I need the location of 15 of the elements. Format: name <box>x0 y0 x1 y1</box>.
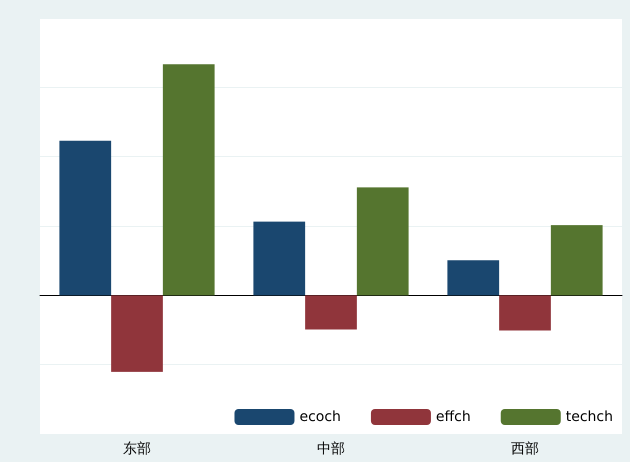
legend-label: effch <box>436 409 471 425</box>
bar <box>253 222 306 296</box>
bar <box>59 140 112 296</box>
x-tick-label: 中部 <box>317 441 345 457</box>
legend-label: ecoch <box>299 409 341 425</box>
bar <box>356 187 409 296</box>
bar <box>162 64 215 296</box>
x-tick-label: 西部 <box>511 441 539 457</box>
legend-label: techch <box>566 409 614 425</box>
bar <box>305 295 357 330</box>
bar <box>499 295 551 330</box>
bar <box>550 225 603 296</box>
bar <box>111 295 163 372</box>
x-tick-label: 东部 <box>123 441 151 457</box>
bar <box>447 260 500 296</box>
